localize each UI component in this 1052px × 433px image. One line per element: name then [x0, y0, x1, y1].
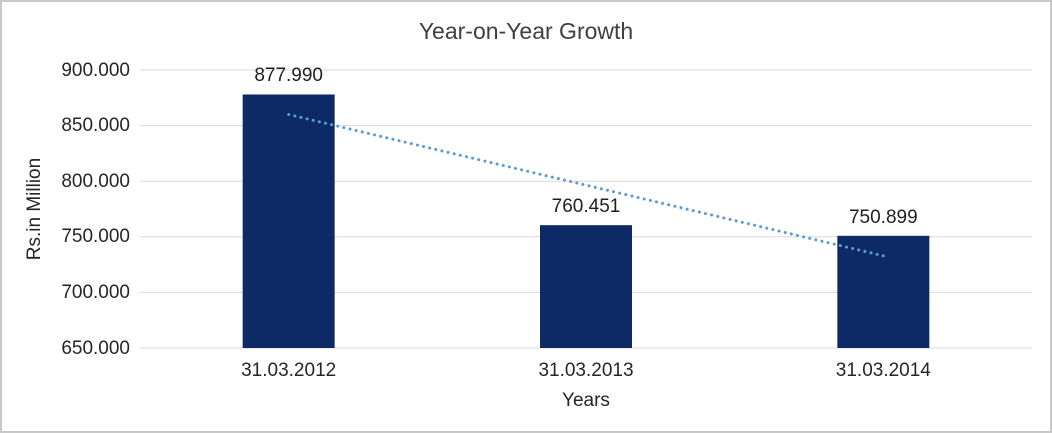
bar-value-label: 877.990 [254, 65, 323, 87]
y-axis-tick-label: 850.000 [61, 115, 130, 137]
y-axis-tick-label: 700.000 [61, 281, 130, 303]
bar-value-label: 760.451 [551, 196, 621, 218]
x-axis-tick-label: 31.03.2012 [241, 360, 337, 381]
trendline [287, 112, 885, 258]
x-axis-tick-label: 31.03.2013 [538, 360, 634, 381]
bar-value-label: 750.899 [848, 206, 918, 228]
bar [837, 235, 930, 348]
bar [242, 94, 335, 348]
bar [540, 225, 632, 348]
chart-title: Year-on-Year Growth [418, 18, 634, 44]
y-axis-tick-label: 900.000 [61, 59, 130, 81]
x-axis-tick-label: 31.03.2014 [835, 360, 931, 381]
x-axis-title: Years [562, 390, 610, 411]
y-axis-tick-label: 650.000 [61, 337, 130, 359]
y-axis-tick-label: 800.000 [61, 170, 130, 192]
y-axis-tick-label: 750.000 [61, 226, 130, 248]
